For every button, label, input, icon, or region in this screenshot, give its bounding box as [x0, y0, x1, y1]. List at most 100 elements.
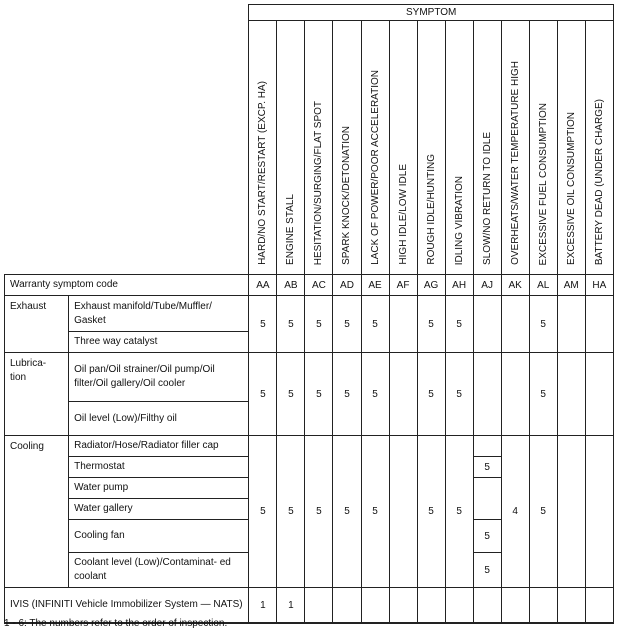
item: Radiator/Hose/Radiator filler cap [68, 435, 250, 457]
item: Three way catalyst [68, 331, 250, 353]
value-cell [360, 587, 390, 624]
corner-cell [4, 4, 250, 275]
value-cell: 4 [500, 435, 530, 588]
value-cell: 5 [444, 435, 474, 588]
warranty-code: AJ [472, 274, 502, 296]
value-cell [472, 295, 502, 353]
symptom-header: EXCESSIVE FUEL CONSUMPTION [528, 20, 558, 275]
warranty-code: AC [304, 274, 334, 296]
symptom-header-label: OVERHEATS/WATER TEMPERATURE HIGH [509, 61, 521, 265]
symptom-header-label: IDLING VIBRATION [453, 175, 465, 265]
value-cell [416, 587, 446, 624]
symptom-header: IDLING VIBRATION [444, 20, 474, 275]
symptom-header-label: HESITATION/SURGING/FLAT SPOT [313, 100, 325, 265]
value-cell [556, 435, 586, 588]
item: Coolant level (Low)/Contaminat- ed coola… [68, 552, 250, 588]
value-cell: 1 [248, 587, 278, 624]
value-cell: 5 [528, 295, 558, 353]
symptom-header-label: BATTERY DEAD (UNDER CHARGE) [593, 98, 605, 265]
value-cell: 5 [304, 352, 334, 436]
symptom-table: SYMPTOM HARD/NO START/RESTART (EXCP. HA)… [3, 4, 615, 624]
value-cell: 5 [304, 435, 334, 588]
value-cell [472, 477, 502, 520]
value-cell [472, 352, 502, 436]
value-cell: 5 [528, 352, 558, 436]
value-cell: 5 [528, 435, 558, 588]
category-lubrication: Lubrica- tion [3, 352, 70, 436]
footnote: 1 - 6: The numbers refer to the order of… [4, 618, 228, 629]
value-cell [528, 587, 558, 624]
warranty-code: AD [332, 274, 362, 296]
value-cell [388, 587, 418, 624]
value-cell: 5 [360, 352, 390, 436]
value-cell: 5 [472, 552, 502, 588]
value-cell [556, 352, 586, 436]
warranty-code: AB [276, 274, 306, 296]
symptom-header-label: ROUGH IDLE/HUNTING [425, 154, 437, 265]
value-cell [584, 435, 615, 588]
value-cell [556, 295, 586, 353]
symptom-header-label: EXCESSIVE OIL CONSUMPTION [565, 112, 577, 265]
symptom-header: LACK OF POWER/POOR ACCELERATION [360, 20, 390, 275]
value-cell: 5 [416, 435, 446, 588]
symptom-header-label: SPARK KNOCK/DETONATION [341, 126, 353, 265]
value-cell [556, 587, 586, 624]
value-cell [472, 587, 502, 624]
category-ivis: IVIS (INFINITI Vehicle Immobilizer Syste… [3, 587, 250, 624]
symptom-header: HESITATION/SURGING/FLAT SPOT [304, 20, 334, 275]
value-cell: 5 [444, 295, 474, 353]
value-cell: 5 [360, 435, 390, 588]
item: Water gallery [68, 498, 250, 520]
symptom-header-label: ENGINE STALL [285, 194, 297, 265]
value-cell [388, 435, 418, 588]
value-cell [444, 587, 474, 624]
value-cell: 5 [332, 435, 362, 588]
value-cell: 5 [416, 295, 446, 353]
item: Water pump [68, 477, 250, 499]
symptom-header-label: HARD/NO START/RESTART (EXCP. HA) [257, 81, 269, 265]
symptom-title: SYMPTOM [248, 4, 614, 21]
value-cell [500, 587, 530, 624]
symptom-header: ROUGH IDLE/HUNTING [416, 20, 446, 275]
symptom-header: ENGINE STALL [276, 20, 306, 275]
symptom-header: BATTERY DEAD (UNDER CHARGE) [584, 20, 615, 275]
warranty-code: AL [528, 274, 558, 296]
value-cell [388, 295, 418, 353]
symptom-header-label: SLOW/NO RETURN TO IDLE [481, 132, 493, 265]
warranty-label: Warranty symptom code [3, 274, 250, 296]
symptom-header: HIGH IDLE/LOW IDLE [388, 20, 418, 275]
value-cell: 5 [472, 519, 502, 553]
item: Cooling fan [68, 519, 250, 553]
value-cell [472, 435, 502, 457]
symptom-header-label: HIGH IDLE/LOW IDLE [397, 164, 409, 265]
warranty-code: AE [360, 274, 390, 296]
category-cooling: Cooling [3, 435, 70, 588]
value-cell [304, 587, 334, 624]
category-exhaust: Exhaust [3, 295, 70, 353]
value-cell [500, 352, 530, 436]
symptom-header-label: LACK OF POWER/POOR ACCELERATION [369, 70, 381, 265]
value-cell [584, 352, 615, 436]
value-cell: 5 [248, 435, 278, 588]
warranty-code: AH [444, 274, 474, 296]
value-cell: 1 [276, 587, 306, 624]
value-cell: 5 [304, 295, 334, 353]
value-cell: 5 [444, 352, 474, 436]
symptom-header: SLOW/NO RETURN TO IDLE [472, 20, 502, 275]
warranty-code: HA [584, 274, 615, 296]
warranty-code: AF [388, 274, 418, 296]
value-cell: 5 [248, 352, 278, 436]
value-cell [332, 587, 362, 624]
warranty-code: AA [248, 274, 278, 296]
value-cell [388, 352, 418, 436]
value-cell [584, 587, 615, 624]
symptom-header: HARD/NO START/RESTART (EXCP. HA) [248, 20, 278, 275]
value-cell [500, 295, 530, 353]
value-cell: 5 [276, 352, 306, 436]
symptom-header-label: EXCESSIVE FUEL CONSUMPTION [537, 102, 549, 265]
warranty-code: AG [416, 274, 446, 296]
item: Oil level (Low)/Filthy oil [68, 401, 250, 436]
item: Exhaust manifold/Tube/Muffler/ Gasket [68, 295, 250, 332]
value-cell: 5 [332, 352, 362, 436]
value-cell: 5 [248, 295, 278, 353]
